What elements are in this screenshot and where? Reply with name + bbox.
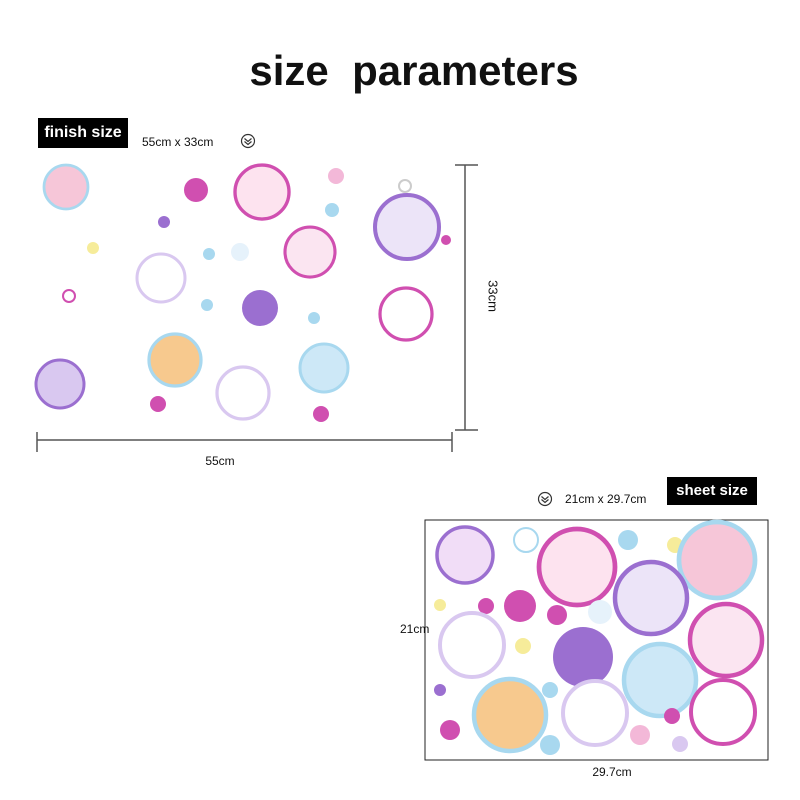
sticker	[513, 527, 539, 553]
sticker	[664, 708, 680, 724]
finish-width: 55cm	[205, 454, 234, 468]
finish-dimensions: 55cm x 33cm	[142, 135, 213, 149]
sticker	[298, 342, 350, 394]
sticker	[588, 600, 612, 624]
sticker	[542, 682, 558, 698]
label-box	[667, 477, 757, 505]
sheet-size-label: sheet size	[676, 482, 748, 499]
sticker	[621, 641, 699, 719]
sticker	[441, 235, 451, 245]
sticker	[203, 248, 215, 260]
sticker	[87, 242, 99, 254]
sticker	[325, 203, 339, 217]
sticker	[630, 725, 650, 745]
sticker	[147, 332, 203, 388]
title: size parameters	[249, 47, 578, 94]
finish-height: 33cm	[486, 280, 501, 312]
sticker	[536, 526, 618, 608]
chevron-icon	[240, 133, 256, 149]
sticker	[158, 216, 170, 228]
sticker	[515, 638, 531, 654]
sticker	[231, 243, 249, 261]
sheet-width: 29.7cm	[592, 765, 631, 779]
sticker	[478, 598, 494, 614]
sticker	[42, 163, 90, 211]
sticker	[553, 627, 613, 687]
sticker	[328, 168, 344, 184]
sticker	[373, 193, 441, 261]
sticker	[676, 519, 758, 601]
sticker	[434, 684, 446, 696]
finish-size-label: finish size	[44, 124, 121, 141]
label-box	[38, 118, 128, 148]
sticker	[618, 530, 638, 550]
sticker	[471, 676, 549, 754]
sticker	[233, 163, 291, 221]
sticker	[612, 559, 690, 637]
sticker	[283, 225, 337, 279]
sheet-height: 21cm	[400, 622, 429, 636]
sticker	[438, 611, 506, 679]
sticker	[184, 178, 208, 202]
chevron-icon	[537, 491, 553, 507]
sticker	[135, 252, 187, 304]
sticker	[150, 396, 166, 412]
sticker	[547, 605, 567, 625]
sticker	[434, 599, 446, 611]
sticker	[201, 299, 213, 311]
sheet-dimensions: 21cm x 29.7cm	[565, 492, 646, 506]
sheet-outline	[424, 519, 769, 761]
sticker	[672, 736, 688, 752]
sticker	[504, 590, 536, 622]
sticker	[152, 174, 168, 190]
sticker	[308, 312, 320, 324]
sticker	[62, 289, 76, 303]
sticker	[561, 679, 629, 747]
stickers	[34, 163, 765, 755]
sticker	[398, 179, 412, 193]
sticker	[378, 286, 434, 342]
sticker	[242, 290, 278, 326]
sticker	[313, 406, 329, 422]
sticker	[540, 735, 560, 755]
sticker	[435, 525, 495, 585]
sticker	[215, 365, 271, 421]
sticker	[687, 601, 765, 679]
sticker	[34, 358, 86, 410]
sticker	[689, 678, 757, 746]
sticker	[440, 720, 460, 740]
